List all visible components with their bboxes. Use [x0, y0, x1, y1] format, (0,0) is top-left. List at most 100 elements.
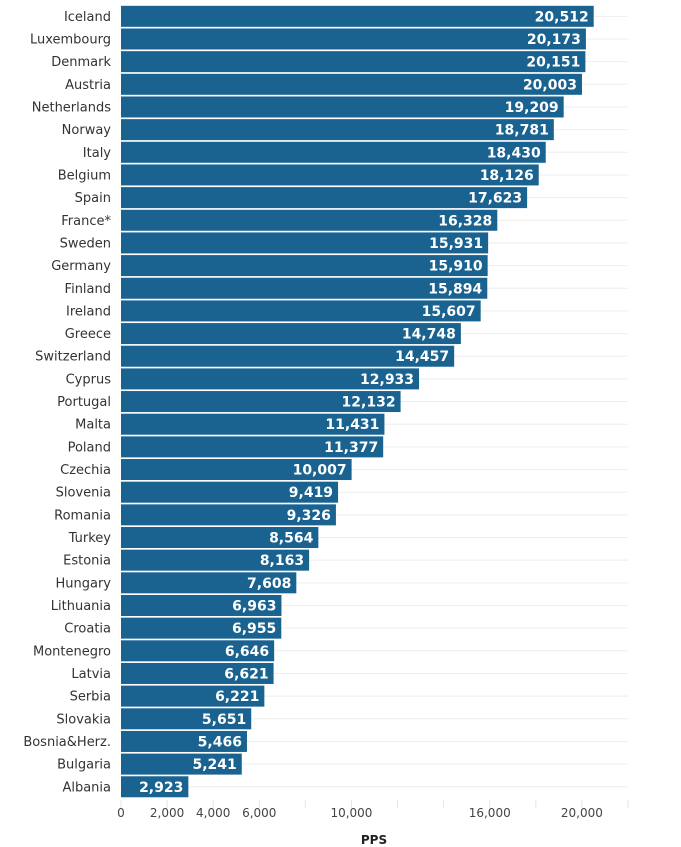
category-label: Bosnia&Herz.: [23, 735, 111, 750]
x-tick-label: 0: [117, 806, 125, 820]
bar: [121, 572, 297, 594]
x-tick-label: 20,000: [561, 806, 603, 820]
category-label: Italy: [83, 146, 112, 161]
bars: Iceland 20,512 Luxembourg 20,173 Denmark 20,1…: [23, 5, 594, 798]
data-label: 20,512: [535, 9, 589, 25]
bar: [121, 5, 594, 27]
bar: [121, 753, 242, 775]
bar: [121, 323, 461, 345]
category-label: Lithuania: [51, 599, 111, 614]
data-label: 14,457: [395, 349, 449, 365]
data-label: 8,163: [260, 553, 304, 569]
x-axis: 0 2,000 4,000 6,000 10,000 16,000 20,000: [117, 806, 603, 820]
bar: [121, 73, 582, 95]
category-label: Montenegro: [33, 644, 111, 659]
category-label: Greece: [65, 327, 111, 342]
data-label: 16,328: [438, 213, 492, 229]
data-label: 6,955: [232, 621, 276, 637]
data-label: 5,466: [198, 734, 242, 750]
bar: [121, 481, 339, 503]
bar: [121, 141, 546, 163]
category-label: Hungary: [55, 576, 111, 591]
bar: [121, 504, 336, 526]
data-label: 18,126: [480, 168, 534, 184]
data-label: 2,923: [139, 780, 183, 796]
category-label: Czechia: [60, 463, 111, 478]
bar: [121, 300, 481, 322]
data-label: 20,003: [523, 77, 577, 93]
bar: [121, 277, 488, 299]
x-tick-label: 4,000: [196, 806, 230, 820]
bar: [121, 549, 310, 571]
category-label: Latvia: [71, 667, 111, 682]
data-label: 8,564: [269, 531, 314, 547]
category-label: Poland: [68, 440, 111, 455]
bar: [121, 776, 189, 798]
category-label: Malta: [75, 418, 111, 433]
bar: [121, 413, 385, 435]
bar: [121, 209, 498, 231]
category-label: Netherlands: [32, 100, 111, 115]
category-label: Turkey: [68, 531, 112, 546]
category-label: Belgium: [58, 168, 111, 183]
bar: [121, 368, 420, 390]
bar: [121, 187, 528, 209]
data-label: 18,430: [487, 145, 541, 161]
bar: [121, 164, 539, 186]
data-label: 20,151: [526, 55, 580, 71]
x-tick-label: 10,000: [330, 806, 372, 820]
data-label: 15,607: [422, 304, 476, 320]
category-label: Sweden: [60, 236, 111, 251]
category-label: Romania: [54, 508, 111, 523]
data-label: 17,623: [468, 191, 522, 207]
bar: [121, 662, 274, 684]
x-axis-label: PPS: [361, 833, 387, 847]
x-tick-label: 6,000: [242, 806, 276, 820]
data-label: 18,781: [495, 123, 549, 139]
category-label: France*: [61, 214, 111, 229]
data-label: 15,894: [428, 281, 482, 297]
bar: [121, 730, 247, 752]
data-label: 7,608: [247, 576, 291, 592]
bar: [121, 28, 586, 50]
data-label: 10,007: [293, 463, 347, 479]
data-label: 12,933: [360, 372, 414, 388]
category-label: Switzerland: [35, 350, 111, 365]
category-label: Albania: [62, 780, 111, 795]
bar: [121, 527, 319, 549]
data-label: 15,931: [429, 236, 483, 252]
category-label: Austria: [65, 78, 111, 93]
data-label: 5,651: [202, 712, 246, 728]
category-label: Germany: [51, 259, 111, 274]
data-label: 6,646: [225, 644, 269, 660]
category-label: Slovakia: [56, 712, 111, 727]
data-label: 6,621: [224, 666, 268, 682]
bar: [121, 232, 489, 254]
category-label: Serbia: [70, 690, 111, 705]
category-label: Bulgaria: [57, 758, 111, 773]
category-label: Slovenia: [56, 486, 111, 501]
category-label: Denmark: [51, 55, 111, 70]
data-label: 5,241: [192, 757, 236, 773]
category-label: Portugal: [57, 395, 111, 410]
data-label: 19,209: [505, 100, 559, 116]
bar: [121, 51, 586, 73]
data-label: 12,132: [342, 395, 396, 411]
data-label: 20,173: [527, 32, 581, 48]
data-label: 6,963: [232, 598, 276, 614]
category-label: Ireland: [66, 304, 111, 319]
category-label: Estonia: [63, 554, 111, 569]
data-label: 14,748: [402, 327, 456, 343]
data-label: 11,377: [324, 440, 378, 456]
bar: [121, 436, 384, 458]
data-label: 9,326: [287, 508, 331, 524]
bar: [121, 96, 564, 118]
data-label: 6,221: [215, 689, 259, 705]
data-label: 9,419: [289, 485, 333, 501]
category-label: Finland: [65, 282, 111, 297]
category-label: Norway: [62, 123, 112, 138]
data-label: 15,910: [429, 259, 483, 275]
category-label: Croatia: [64, 622, 111, 637]
data-label: 11,431: [325, 417, 379, 433]
